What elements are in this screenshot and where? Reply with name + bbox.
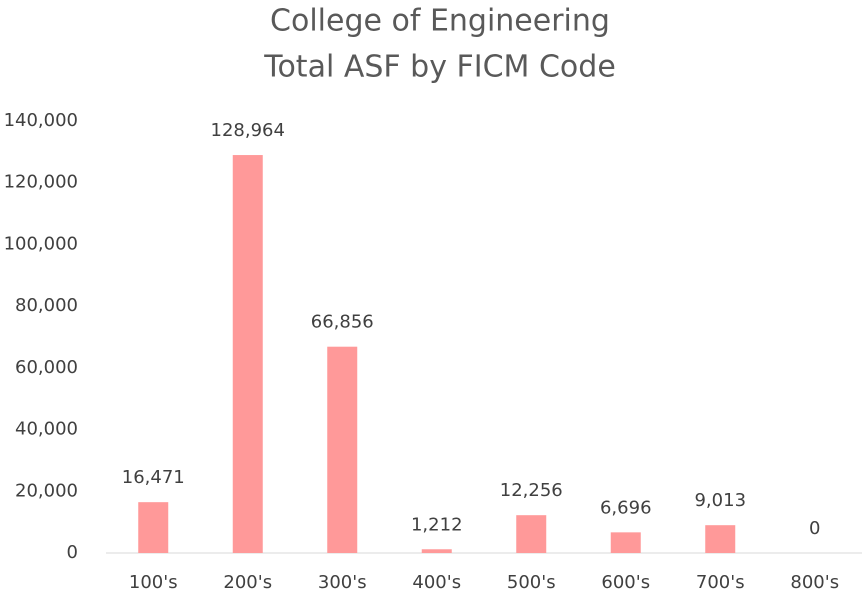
data-label: 128,964 [211, 120, 285, 141]
x-tick-label: 700's [696, 572, 745, 593]
bar [421, 549, 452, 553]
bar [610, 532, 641, 553]
data-label: 1,212 [411, 514, 463, 535]
x-tick-label: 200's [223, 572, 272, 593]
x-tick-label: 500's [507, 572, 556, 593]
data-label: 6,696 [600, 497, 652, 518]
data-label: 66,856 [311, 312, 374, 333]
x-tick-label: 400's [412, 572, 461, 593]
x-tick-label: 800's [790, 572, 839, 593]
y-tick-label: 20,000 [15, 480, 78, 501]
data-label: 16,471 [122, 467, 185, 488]
y-tick-label: 100,000 [4, 233, 78, 254]
y-tick-label: 60,000 [15, 357, 78, 378]
bar [516, 515, 547, 553]
x-tick-label: 100's [129, 572, 178, 593]
x-tick-label: 300's [318, 572, 367, 593]
data-label: 9,013 [694, 490, 746, 511]
y-tick-label: 0 [67, 542, 78, 563]
data-label: 0 [809, 518, 820, 539]
chart-title: Total ASF by FICM Code [263, 50, 616, 85]
y-tick-label: 80,000 [15, 295, 78, 316]
chart-title: College of Engineering [270, 4, 610, 39]
bar [138, 502, 169, 553]
bar [705, 525, 736, 553]
bar [327, 346, 358, 553]
x-tick-label: 600's [601, 572, 650, 593]
y-tick-label: 140,000 [4, 110, 78, 131]
y-tick-label: 40,000 [15, 419, 78, 440]
y-tick-label: 120,000 [4, 172, 78, 193]
bar [232, 155, 263, 553]
data-label: 12,256 [500, 480, 563, 501]
